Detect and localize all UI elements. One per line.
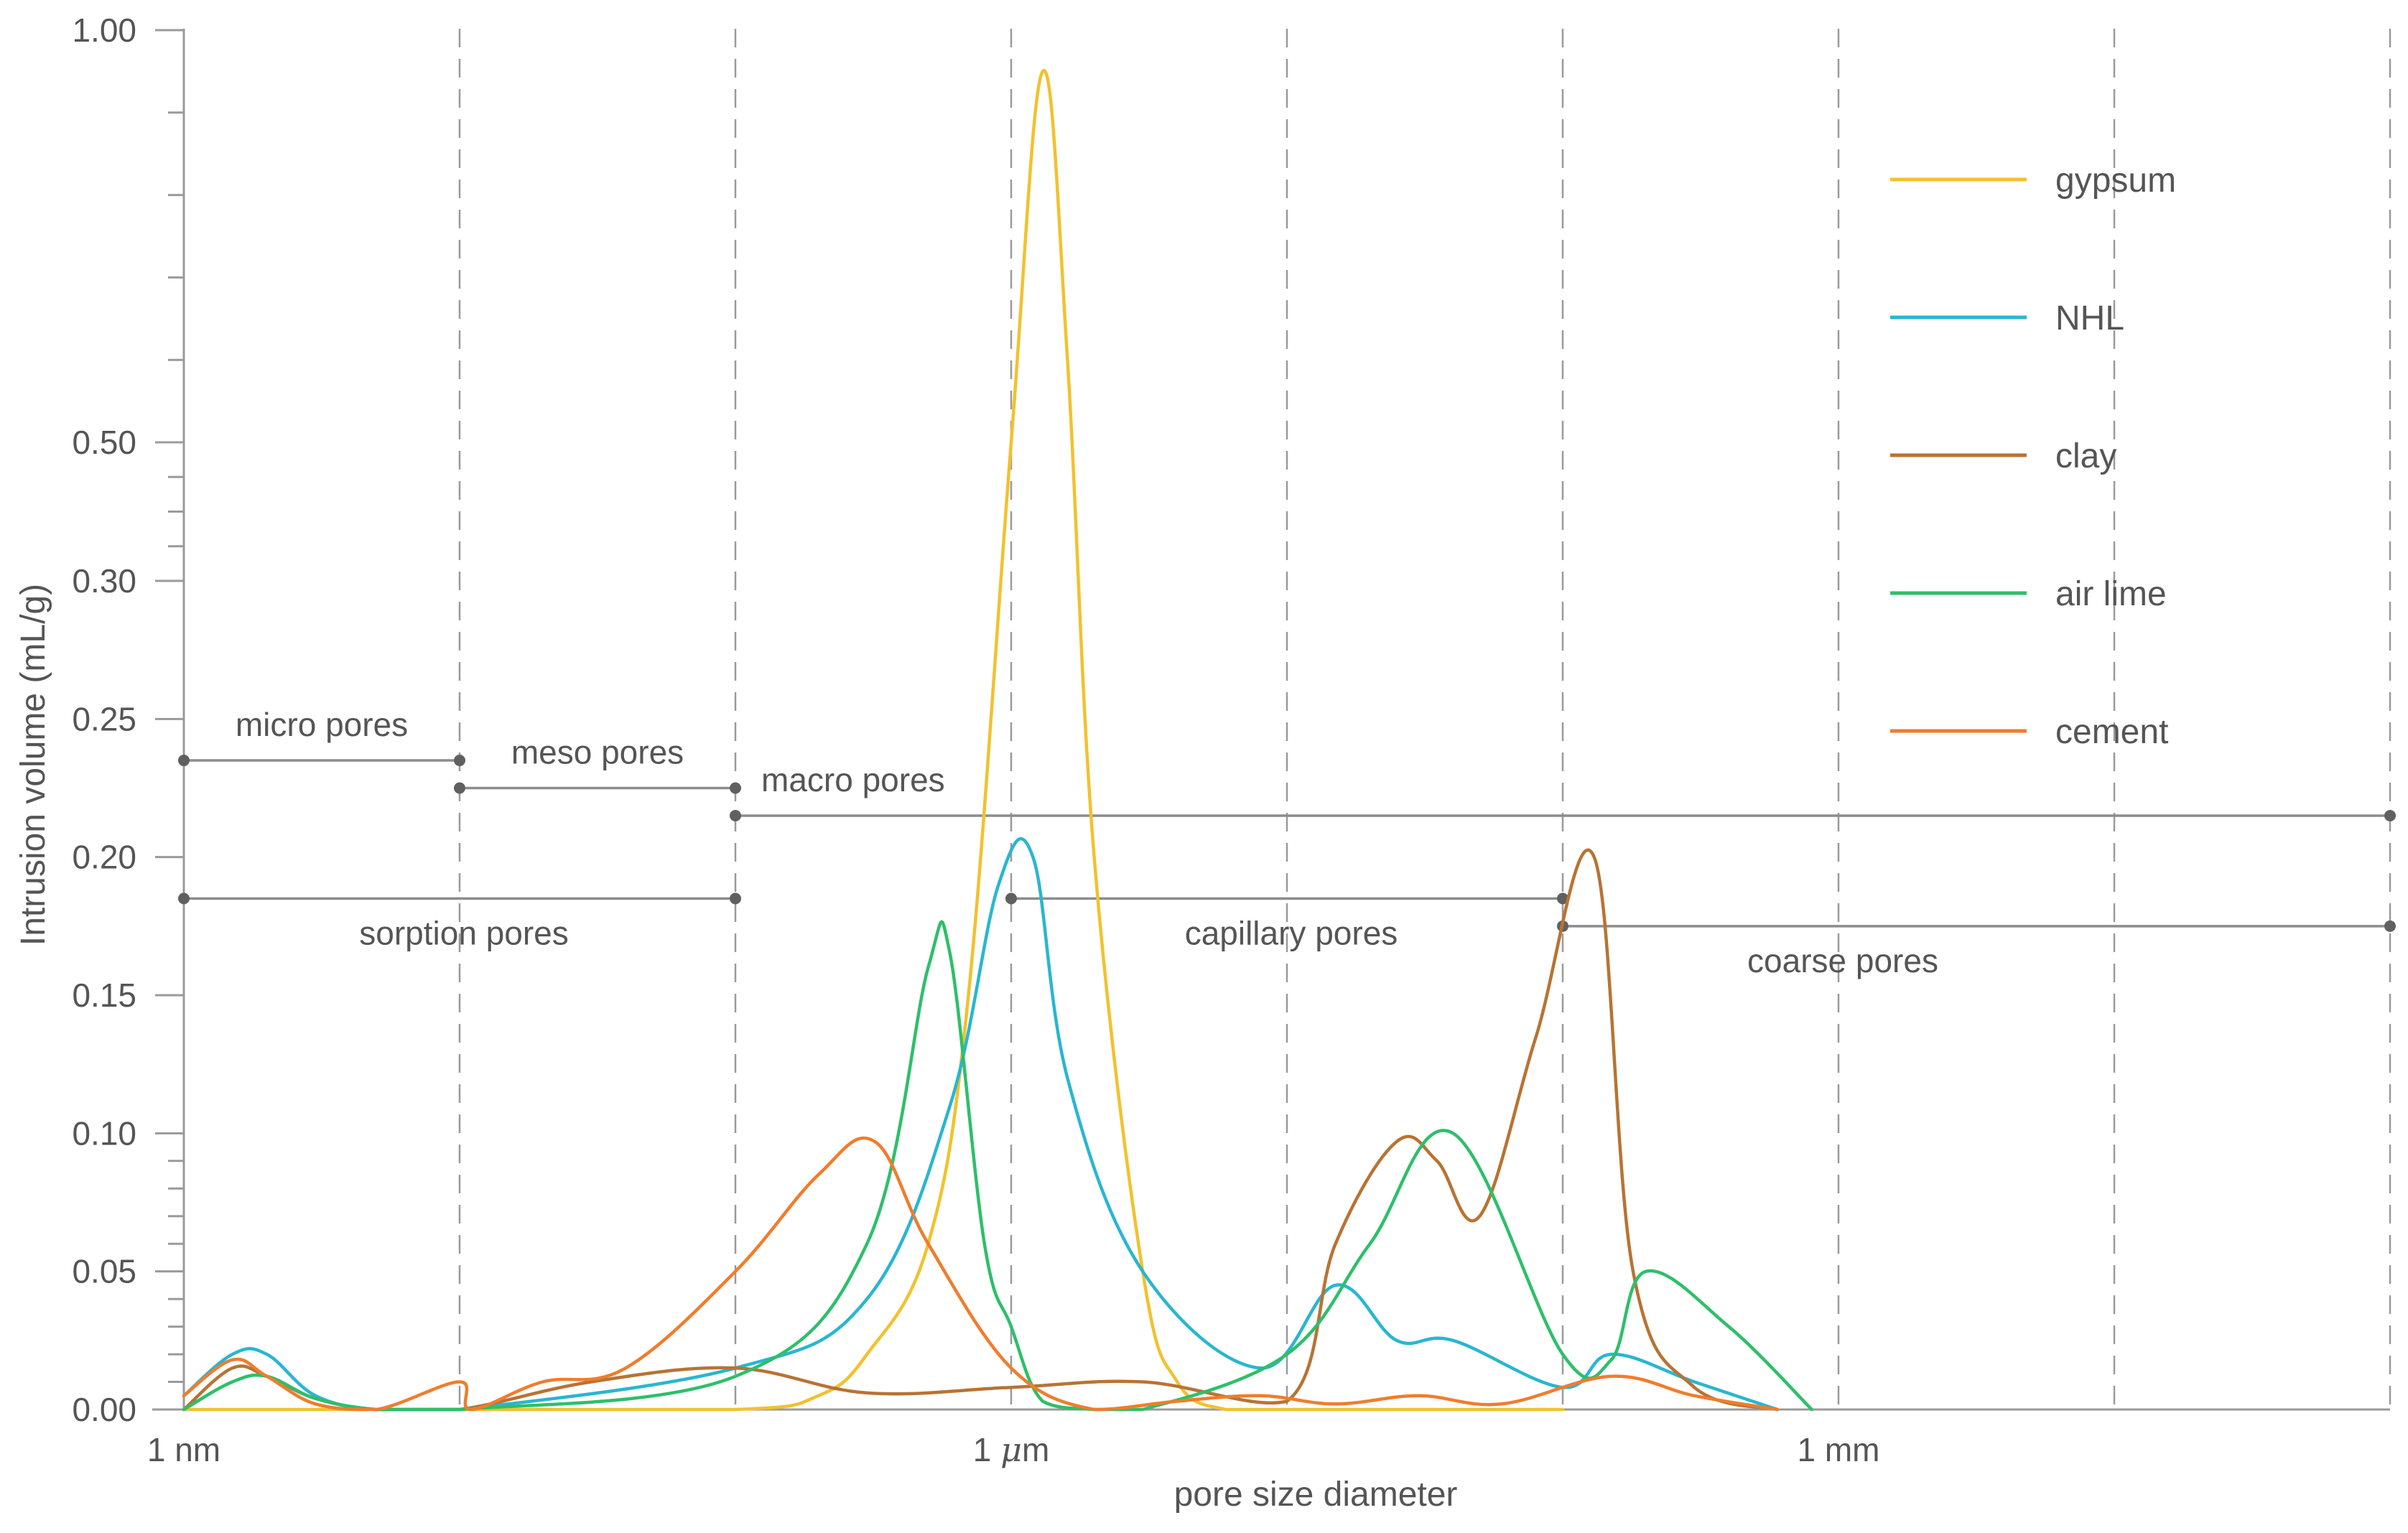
range-endpoint [454, 782, 465, 794]
range-endpoint [2384, 809, 2396, 821]
range-endpoint [2384, 920, 2396, 932]
range-label: macro pores [761, 761, 945, 798]
range-endpoint [454, 755, 465, 767]
legend: gypsum NHL clay air lime cement [1890, 162, 2176, 751]
series-cement [182, 1136, 1780, 1412]
x-tick-label: 1 μm [973, 1430, 1050, 1469]
y-tick-label: 0.05 [72, 1253, 136, 1290]
range-label: meso pores [511, 734, 684, 771]
series-air-lime [182, 920, 1814, 1412]
y-tick-label: 0.15 [72, 977, 136, 1014]
series-gypsum [182, 68, 1565, 1412]
range-label: micro pores [236, 706, 408, 743]
y-tick-label: 0.25 [72, 700, 136, 737]
range-label: coarse pores [1747, 942, 1938, 979]
range-endpoint [1557, 893, 1568, 905]
range-label: capillary pores [1185, 914, 1398, 951]
legend-label: gypsum [2055, 162, 2176, 200]
x-tick-label: 1 mm [1798, 1431, 1880, 1468]
x-axis-title: pore size diameter [1174, 1476, 1458, 1514]
range-endpoint [730, 893, 741, 905]
range-endpoint [1005, 893, 1017, 905]
range-endpoint [178, 893, 190, 905]
series-lines [182, 68, 1814, 1412]
y-tick-label: 0.00 [72, 1391, 136, 1428]
legend-label: NHL [2055, 299, 2124, 337]
legend-label: air lime [2055, 575, 2167, 613]
x-tick-label: 1 nm [147, 1431, 220, 1468]
legend-label: clay [2055, 437, 2116, 475]
vertical-grid [458, 29, 2391, 1409]
y-tick-label: 1.00 [72, 11, 136, 49]
range-label: sorption pores [359, 914, 569, 951]
y-axis-title: Intrusion volume (mL/g) [14, 584, 52, 946]
range-endpoint [730, 782, 741, 794]
y-tick-label: 0.10 [72, 1114, 136, 1152]
y-tick-label: 0.30 [72, 562, 136, 600]
pore-class-annotations: micro pores meso pores macro pores sorption… [178, 706, 2396, 979]
legend-label: cement [2055, 713, 2168, 751]
y-tick-label: 0.50 [72, 424, 136, 461]
range-endpoint [178, 755, 190, 767]
y-tick-label: 0.20 [72, 839, 136, 876]
range-endpoint [730, 809, 741, 821]
axes: 0.00 0.05 0.10 0.15 0.20 0.25 0.30 0.50 1.00 1 nm… [72, 11, 2390, 1469]
